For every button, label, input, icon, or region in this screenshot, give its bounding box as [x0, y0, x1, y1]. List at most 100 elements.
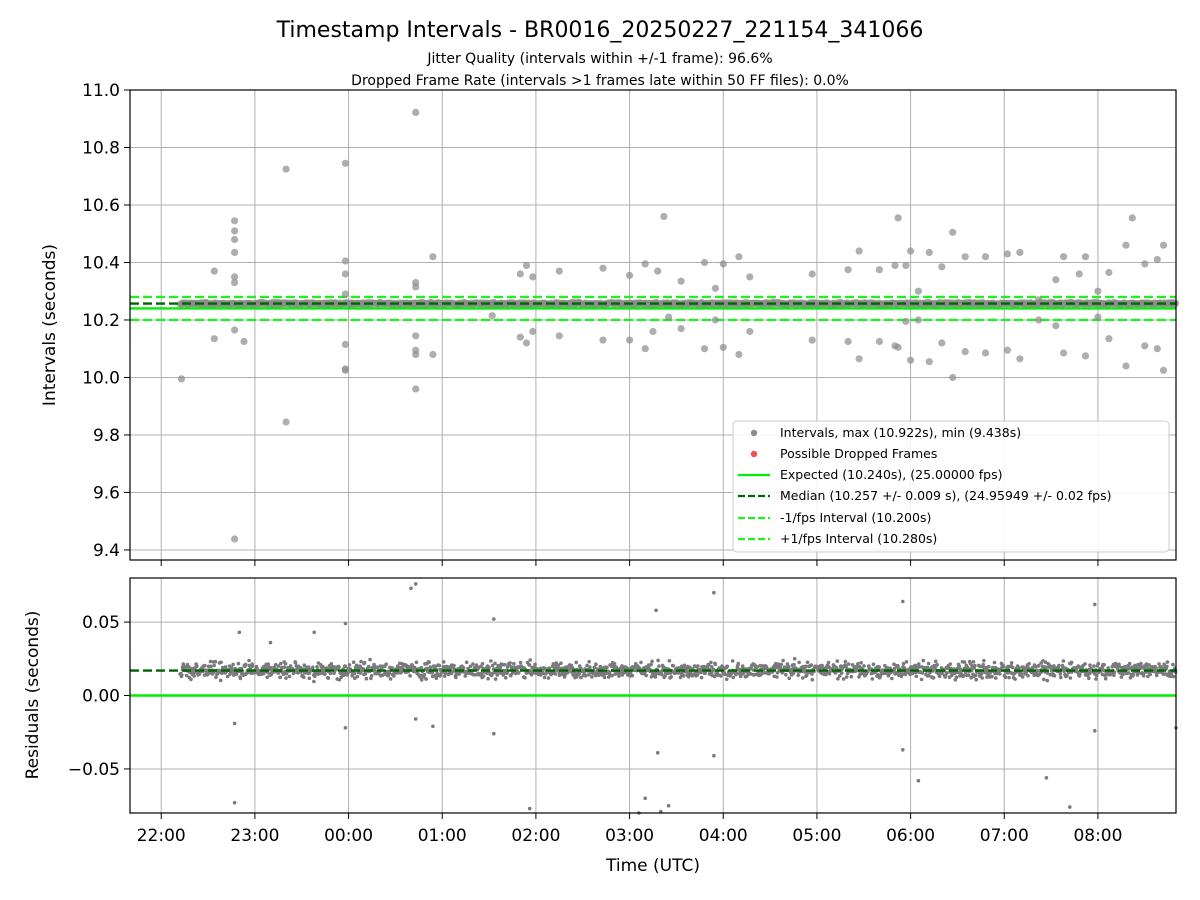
residual-outlier-point	[413, 582, 418, 586]
interval-outlier-point	[599, 264, 607, 272]
residual-point	[1045, 678, 1050, 683]
residual-point	[594, 662, 598, 666]
residual-point	[986, 664, 991, 669]
residual-point	[1017, 666, 1021, 670]
residual-point	[890, 676, 894, 681]
interval-outlier-point	[735, 350, 743, 359]
residual-point	[1171, 662, 1175, 667]
interval-outlier-point	[1003, 250, 1012, 258]
residual-point	[755, 665, 760, 669]
residual-point	[1112, 673, 1116, 677]
interval-outlier-point	[516, 333, 524, 341]
residual-point	[223, 665, 228, 669]
residual-outlier-point	[1044, 776, 1049, 780]
legend-label-dropped: Possible Dropped Frames	[780, 446, 937, 461]
residual-point	[914, 674, 919, 679]
residual-point	[468, 664, 473, 669]
residual-point	[1094, 673, 1099, 678]
residual-point	[1045, 671, 1050, 675]
residual-point	[619, 667, 623, 671]
residual-point	[1103, 676, 1108, 681]
residual-point	[231, 662, 235, 667]
interval-outlier-point	[1003, 346, 1012, 354]
residual-point	[843, 659, 848, 664]
x-tick-label: 05:00	[792, 826, 841, 846]
residual-point	[980, 676, 984, 680]
residual-point	[282, 665, 287, 670]
interval-outlier-point	[641, 345, 649, 353]
residual-point	[919, 677, 924, 682]
residual-point	[490, 663, 495, 668]
residual-point	[810, 672, 814, 676]
residual-outlier-point	[901, 599, 905, 604]
interval-outlier-point	[735, 253, 743, 261]
residual-point	[351, 660, 356, 664]
residual-point	[710, 665, 714, 669]
residual-point	[281, 672, 286, 676]
residual-point	[443, 671, 448, 676]
residual-point	[904, 660, 909, 664]
residual-point	[284, 671, 289, 676]
residual-point	[1119, 675, 1124, 679]
residual-point	[326, 676, 331, 680]
residual-outlier-point	[492, 617, 496, 621]
residual-point	[236, 661, 241, 666]
residual-point	[797, 660, 801, 665]
residual-outlier-point	[409, 586, 413, 591]
residual-point	[713, 662, 718, 666]
residual-point	[877, 665, 881, 669]
residual-point	[343, 664, 348, 669]
residual-point	[844, 675, 849, 679]
interval-outlier-point	[1159, 366, 1168, 374]
interval-outlier-point	[719, 260, 727, 268]
residual-outlier-point	[492, 731, 496, 736]
residual-outlier-point	[655, 751, 660, 755]
residual-point	[512, 661, 516, 666]
interval-outlier-point	[341, 257, 349, 265]
residual-point	[547, 666, 552, 670]
residual-point	[369, 674, 374, 678]
residual-point	[312, 679, 316, 684]
interval-outlier-point	[894, 343, 902, 351]
residual-point	[792, 657, 797, 661]
residual-point	[474, 663, 479, 667]
residual-outlier-point	[666, 803, 671, 808]
residuals-y-ticks: −0.05 0.00 0.05	[68, 613, 130, 780]
x-tick-label: 07:00	[980, 826, 1029, 846]
residual-point	[234, 672, 239, 676]
interval-outlier-point	[1052, 322, 1060, 330]
interval-outlier-point	[1081, 352, 1090, 360]
residual-point	[962, 660, 967, 664]
residual-point	[195, 664, 199, 669]
residual-point	[1061, 659, 1066, 663]
top-y-tick-label: 10.4	[82, 253, 120, 273]
x-tick-label: 06:00	[886, 826, 935, 846]
residual-point	[502, 662, 507, 667]
interval-outlier-point	[626, 336, 634, 344]
residual-point	[994, 676, 998, 680]
residual-outlier-point	[232, 800, 237, 805]
x-tick-label: 00:00	[324, 826, 373, 846]
residual-point	[1068, 676, 1073, 680]
interval-outlier-point	[231, 248, 239, 256]
residual-point	[1127, 661, 1132, 666]
residual-point	[293, 661, 298, 665]
residual-outlier-point	[312, 630, 317, 635]
interval-outlier-point	[1016, 248, 1024, 256]
residual-point	[266, 662, 271, 666]
interval-outlier-point	[429, 350, 437, 359]
x-tick-label: 04:00	[699, 826, 748, 846]
interval-outlier-point	[1016, 355, 1024, 363]
residual-point	[650, 659, 654, 664]
residual-point	[804, 673, 809, 677]
residual-point	[699, 675, 704, 680]
residual-point	[961, 673, 966, 678]
interval-outlier-point	[1105, 268, 1113, 277]
residual-point	[587, 673, 591, 677]
residual-point	[772, 674, 776, 678]
residual-point	[183, 665, 188, 669]
residual-point	[329, 662, 334, 666]
interval-outlier-point	[231, 326, 239, 334]
residual-point	[498, 665, 503, 670]
residual-point	[931, 676, 936, 680]
